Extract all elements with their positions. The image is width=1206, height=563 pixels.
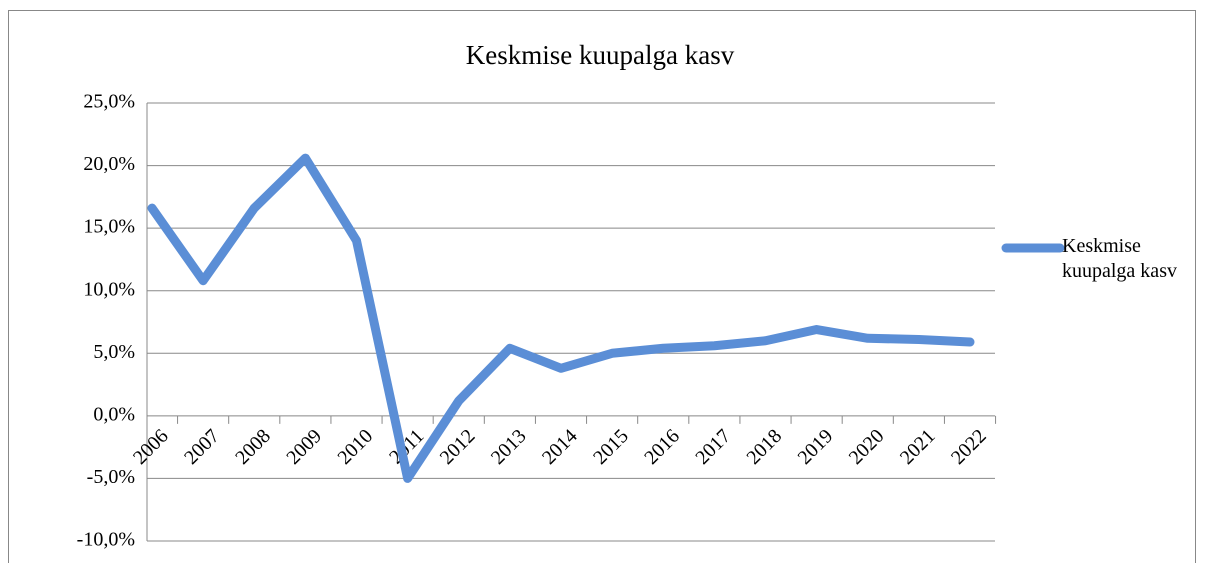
chart-title: Keskmise kuupalga kasv <box>466 40 735 70</box>
y-tick-label: 10,0% <box>83 278 135 300</box>
y-tick-label: 15,0% <box>83 216 135 238</box>
y-tick-label: 0,0% <box>93 403 135 425</box>
y-tick-label: -5,0% <box>87 466 135 488</box>
legend-label: Keskmise kuupalga kasv <box>1062 235 1177 282</box>
y-tick-label: 5,0% <box>93 341 135 363</box>
y-tick-label: 25,0% <box>83 91 135 113</box>
chart-frame <box>8 10 1196 563</box>
data-line <box>147 153 975 483</box>
y-tick-label: -10,0% <box>77 529 135 551</box>
y-tick-label: 20,0% <box>83 153 135 175</box>
